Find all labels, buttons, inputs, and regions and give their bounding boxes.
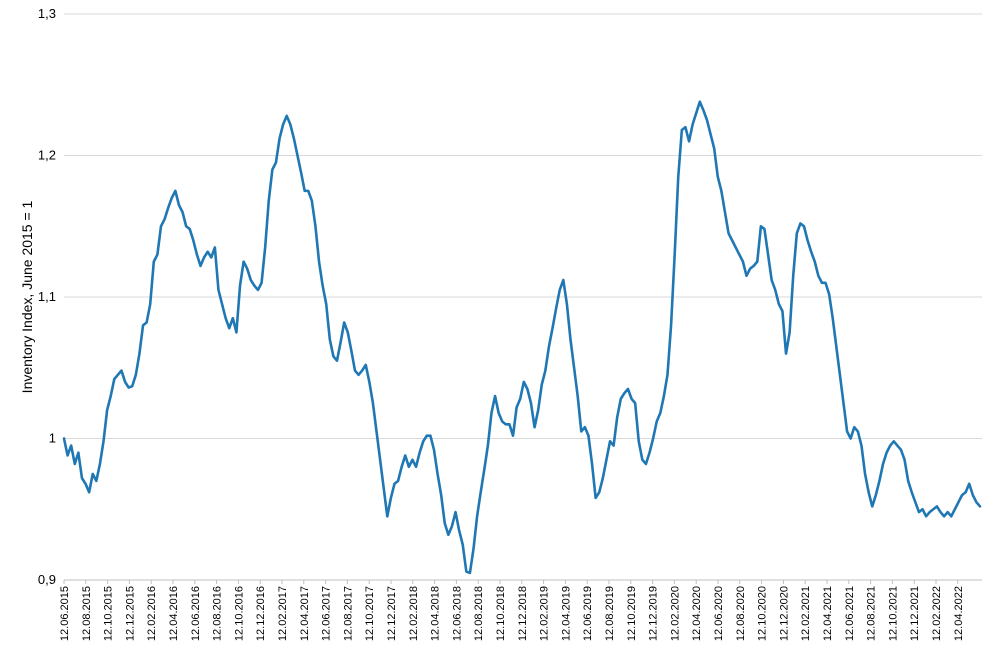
x-tick-label: 12.04.2016 (168, 586, 180, 641)
inventory-index-line (62, 100, 982, 575)
x-tick-label: 12.12.2016 (255, 586, 267, 641)
series-group (62, 100, 982, 575)
x-tick-label: 12.02.2021 (800, 586, 812, 641)
x-tick-label: 12.12.2017 (386, 586, 398, 641)
x-tick-label: 12.08.2018 (473, 586, 485, 641)
x-tick-label: 12.08.2020 (735, 586, 747, 641)
y-tick-label: 1,1 (38, 289, 56, 304)
y-tick-label: 0,9 (38, 572, 56, 587)
x-tick-label: 12.04.2019 (560, 586, 572, 641)
gridlines (64, 13, 982, 439)
x-tick-label: 12.12.2021 (909, 586, 921, 641)
x-tick-label: 12.06.2016 (190, 586, 202, 641)
x-tick-label: 12.10.2021 (887, 586, 899, 641)
y-axis-label: Inventory Index, June 2015 = 1 (19, 200, 35, 393)
x-tick-label: 12.04.2022 (953, 586, 965, 641)
x-tick-label: 12.12.2019 (648, 586, 660, 641)
x-tick-label: 12.10.2020 (757, 586, 769, 641)
x-tick-label: 12.04.2020 (691, 586, 703, 641)
x-tick-label: 12.12.2020 (778, 586, 790, 641)
x-tick-label: 12.04.2018 (430, 586, 442, 641)
y-axis-ticks: 0,9 1 1,1 1,2 1,3 (38, 6, 56, 587)
x-tick-label: 12.06.2019 (582, 586, 594, 641)
x-tick-label: 12.06.2018 (451, 586, 463, 641)
x-tick-label: 12.02.2019 (539, 586, 551, 641)
x-tick-label: 12.10.2016 (233, 586, 245, 641)
x-tick-label: 12.04.2017 (299, 586, 311, 641)
x-tick-label: 12.12.2018 (517, 586, 529, 641)
x-tick-label: 12.08.2021 (866, 586, 878, 641)
x-tick-label: 12.08.2019 (604, 586, 616, 641)
x-axis-ticks: 12.06.2015 12.08.2015 12.10.2015 12.12.2015… (59, 580, 965, 641)
y-tick-label: 1 (49, 431, 56, 446)
x-tick-label: 12.08.2015 (81, 586, 93, 641)
x-tick-label: 12.02.2022 (931, 586, 943, 641)
x-tick-label: 12.06.2017 (321, 586, 333, 641)
x-tick-label: 12.06.2015 (59, 586, 71, 641)
x-tick-label: 12.06.2021 (844, 586, 856, 641)
x-tick-label: 12.10.2018 (495, 586, 507, 641)
x-tick-label: 12.02.2016 (146, 586, 158, 641)
x-tick-label: 12.02.2018 (408, 586, 420, 641)
x-tick-label: 12.10.2017 (364, 586, 376, 641)
x-tick-label: 12.06.2020 (713, 586, 725, 641)
x-tick-label: 12.04.2021 (822, 586, 834, 641)
x-tick-label: 12.02.2020 (669, 586, 681, 641)
y-tick-label: 1,3 (38, 6, 56, 21)
x-tick-label: 12.02.2017 (277, 586, 289, 641)
x-tick-label: 12.08.2016 (212, 586, 224, 641)
x-tick-label: 12.08.2017 (342, 586, 354, 641)
x-tick-label: 12.10.2019 (626, 586, 638, 641)
y-tick-label: 1,2 (38, 148, 56, 163)
x-tick-label: 12.12.2015 (124, 586, 136, 641)
x-tick-label: 12.10.2015 (103, 586, 115, 641)
